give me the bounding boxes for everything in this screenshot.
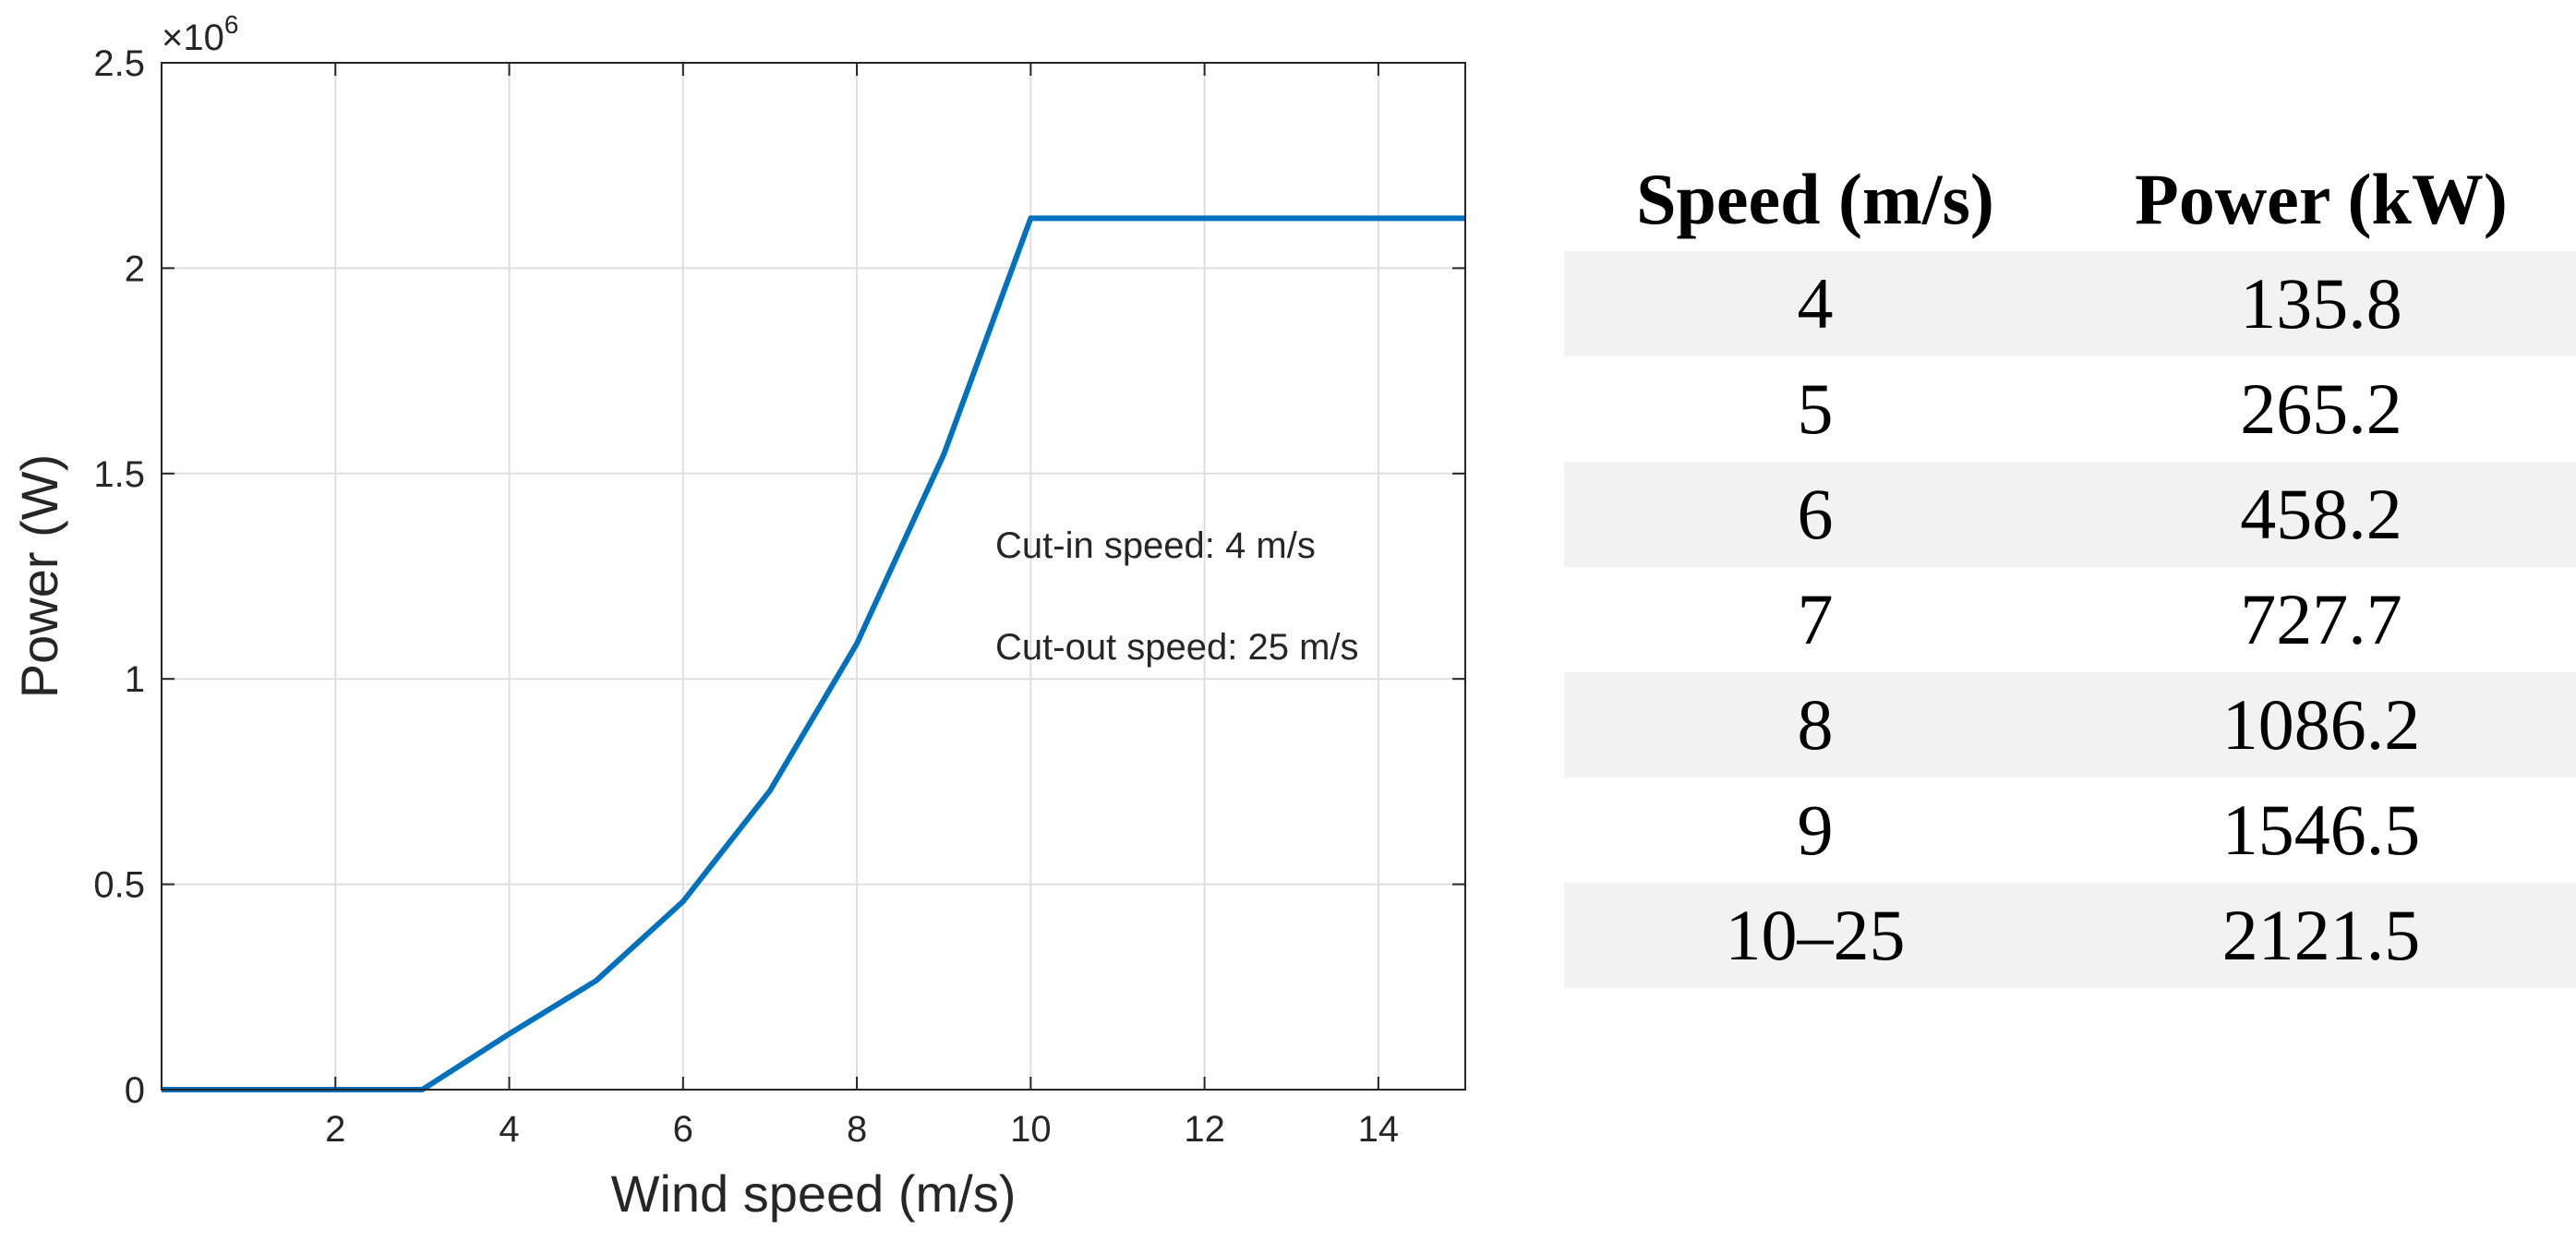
table-row: 4 135.8: [1564, 251, 2576, 356]
cell-speed: 8: [1797, 684, 1834, 765]
x-tick-label: 2: [325, 1109, 345, 1150]
series-layer: [162, 215, 1465, 1092]
y-tick-label: 0.5: [93, 865, 145, 906]
table-row: 5 265.2: [1564, 356, 2576, 462]
y-tick-label: 2.5: [93, 43, 145, 84]
cell-speed: 5: [1797, 368, 1834, 449]
plot-background: [162, 63, 1465, 1090]
x-axis-label: Wind speed (m/s): [611, 1164, 1017, 1223]
power-table: Speed (m/s) Power (kW) 4 135.8 5 265.2 6…: [1564, 148, 2576, 988]
x-tick-label: 12: [1184, 1109, 1225, 1150]
annotation-cut-out: Cut-out speed: 25 m/s: [995, 627, 1359, 668]
cell-speed: 6: [1797, 474, 1834, 554]
cell-power: 265.2: [2240, 368, 2402, 449]
power-curve-chart: 2 4 6 8 10 12 14 0 0.5 1 1.5 2 2.5 ×106 Wind speed (…: [10, 10, 1466, 1223]
header-speed: Speed (m/s): [1636, 159, 1994, 239]
cell-power: 458.2: [2240, 474, 2402, 554]
table-row: 8 1086.2: [1564, 672, 2576, 778]
annotation-cut-in: Cut-in speed: 4 m/s: [995, 525, 1316, 566]
plot-border: [161, 62, 1466, 1091]
y-tick-label: 2: [125, 248, 145, 289]
table-row: 9 1546.5: [1564, 778, 2576, 883]
axis-ticks: [162, 62, 1465, 1091]
table-header-row: Speed (m/s) Power (kW): [1564, 148, 2576, 251]
y-axis-label: Power (W): [10, 454, 68, 698]
y-tick-label: 1.5: [93, 454, 145, 495]
cell-power: 727.7: [2240, 579, 2402, 659]
table-row: 7 727.7: [1564, 567, 2576, 672]
grid-lines: [162, 63, 1465, 1090]
x-tick-label: 6: [673, 1109, 693, 1150]
x-tick-label: 14: [1358, 1109, 1400, 1150]
cell-speed: 4: [1797, 263, 1834, 344]
cell-power: 135.8: [2240, 263, 2402, 344]
y-tick-label: 1: [125, 659, 145, 700]
axis-labels: 2 4 6 8 10 12 14 0 0.5 1 1.5 2 2.5: [93, 43, 1399, 1150]
header-power: Power (kW): [2135, 159, 2508, 239]
table-row: 6 458.2: [1564, 462, 2576, 567]
cell-power: 1546.5: [2221, 790, 2421, 870]
power-curve-line: [162, 215, 1465, 1092]
x-tick-label: 4: [499, 1109, 519, 1150]
y-tick-label: 0: [125, 1070, 145, 1111]
cell-speed: 10–25: [1725, 895, 1906, 975]
cell-power: 1086.2: [2221, 684, 2421, 765]
y-multiplier: ×106: [162, 10, 238, 58]
x-tick-label: 8: [847, 1109, 867, 1150]
cell-power: 2121.5: [2221, 895, 2421, 975]
cell-speed: 7: [1797, 579, 1834, 659]
cell-speed: 9: [1797, 790, 1834, 870]
x-tick-label: 10: [1010, 1109, 1052, 1150]
table-row: 10–25 2121.5: [1564, 883, 2576, 988]
